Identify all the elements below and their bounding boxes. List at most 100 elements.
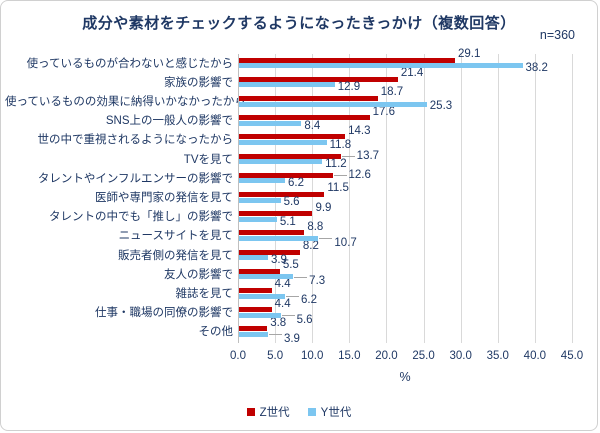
x-tick-label: 10.0 — [301, 350, 324, 362]
bar-value-label: 14.3 — [348, 124, 371, 137]
x-tick-label: 30.0 — [449, 350, 472, 362]
z-bar-row9 — [239, 211, 313, 217]
x-tick-label: 40.0 — [523, 350, 547, 362]
z-bar-row3 — [239, 95, 378, 101]
y-bar-row6 — [239, 159, 323, 165]
bar-value-label: 17.6 — [372, 105, 396, 118]
gridline — [238, 54, 239, 343]
y-bar-row2 — [239, 82, 335, 88]
bar-value-label: 6.2 — [288, 177, 305, 190]
bar-value-label: 5.6 — [296, 313, 313, 326]
bar-value-label: 3.9 — [283, 332, 300, 345]
legend-item-Y世代: Y世代 — [307, 404, 352, 420]
gridline — [497, 54, 499, 343]
z-bar-row1 — [239, 57, 455, 63]
legend-swatch — [307, 408, 316, 416]
category-label: 仕事・職場の同僚の影響で — [95, 307, 233, 320]
bar-value-label: 38.2 — [525, 62, 548, 74]
bar-value-label: 9.9 — [315, 201, 332, 214]
gridline — [460, 54, 462, 343]
bar-value-label: 8.4 — [304, 119, 321, 132]
y-bar-row3 — [239, 101, 427, 107]
category-label: SNS上の一般人の影響で — [105, 115, 233, 128]
z-bar-row14 — [239, 307, 272, 313]
x-tick-label: 5.0 — [267, 350, 284, 362]
z-bar-row8 — [239, 191, 325, 197]
x-axis-title: % — [399, 370, 411, 384]
category-label: TVを見て — [183, 153, 233, 166]
bar-value-label: 6.2 — [301, 294, 318, 307]
label-leader-line — [268, 334, 282, 336]
z-bar-row2 — [239, 76, 398, 82]
gridline — [349, 54, 351, 343]
x-tick-label: 20.0 — [375, 350, 398, 362]
legend: Z世代 Y世代 — [1, 404, 597, 420]
y-bar-row7 — [239, 178, 286, 184]
bar-value-label: 5.5 — [282, 259, 299, 272]
legend-label: Y世代 — [320, 407, 352, 419]
bar-value-label: 13.7 — [356, 150, 380, 162]
z-bar-row6 — [239, 153, 341, 159]
category-label: 世の中で重視されるようになったから — [37, 134, 234, 147]
x-tick-label: 0.0 — [230, 350, 246, 362]
z-bar-row4 — [239, 115, 370, 121]
category-label: 家族の影響で — [164, 76, 233, 89]
category-label: 販売者側の発信を見て — [118, 249, 233, 262]
z-bar-row7 — [239, 172, 333, 178]
bar-value-label: 7.3 — [309, 275, 326, 288]
y-bar-row5 — [239, 140, 327, 145]
y-bar-row12 — [239, 274, 294, 280]
bar-value-label: 8.8 — [307, 220, 324, 233]
bar-value-label: 11.5 — [327, 182, 349, 195]
gridline — [534, 54, 536, 343]
category-label: 友人の影響で — [164, 268, 233, 281]
x-tick-label: 15.0 — [338, 350, 361, 362]
y-bar-row4 — [239, 120, 302, 126]
y-bar-row8 — [239, 197, 281, 203]
bar-value-label: 4.4 — [274, 278, 291, 291]
bar-value-label: 8.2 — [302, 240, 319, 252]
y-bar-row10 — [239, 236, 319, 241]
category-label: タレントの中でも「推し」の影響で — [49, 211, 233, 224]
label-leader-line — [286, 295, 300, 297]
bar-value-label: 4.4 — [274, 297, 291, 310]
bar-value-label: 12.9 — [337, 81, 361, 94]
z-bar-row15 — [239, 326, 268, 332]
z-bar-row13 — [239, 287, 272, 293]
bar-value-label: 11.8 — [329, 138, 352, 151]
category-label: タレントやインフルエンサーの影響で — [37, 172, 233, 185]
z-bar-row11 — [239, 249, 300, 255]
bar-value-label: 3.9 — [270, 254, 287, 266]
legend-label: Z世代 — [259, 407, 290, 419]
bar-value-label: 11.2 — [325, 158, 347, 170]
y-bar-row11 — [239, 255, 268, 261]
z-bar-row10 — [239, 230, 305, 236]
category-label: その他 — [198, 326, 234, 339]
y-bar-row9 — [239, 216, 277, 222]
z-bar-row5 — [239, 134, 346, 140]
x-tick-label: 45.0 — [560, 350, 584, 362]
category-label: 使っているものの効果に納得いかなかったから — [5, 95, 246, 108]
category-label: ニュースサイトを見て — [118, 230, 233, 243]
gridline — [312, 54, 314, 343]
category-label: 使っているものが合わないと感じたから — [26, 57, 233, 70]
x-tick-label: 35.0 — [486, 350, 509, 362]
label-leader-line — [281, 315, 295, 317]
bar-value-label: 21.4 — [400, 67, 424, 80]
gridline — [423, 54, 425, 343]
sample-size-label: n=360 — [539, 28, 575, 42]
plot-area: 29.1 21.4 18.7 17.6 14.3 13.7 12.6 11.5 9.9 8.8 8.… — [238, 48, 573, 345]
bar-value-label: 5.6 — [283, 196, 300, 209]
bar-value-label: 18.7 — [380, 86, 404, 99]
label-leader-line — [319, 238, 333, 240]
bar-value-label: 3.8 — [270, 316, 287, 329]
category-label: 雑誌を見て — [175, 287, 234, 300]
bar-value-label: 12.6 — [348, 169, 371, 182]
legend-swatch — [246, 408, 255, 416]
y-bar-row15 — [239, 332, 268, 337]
gridline — [572, 54, 573, 343]
label-leader-line — [341, 156, 355, 157]
label-leader-line — [333, 175, 347, 177]
bar-value-label: 5.1 — [279, 215, 296, 228]
